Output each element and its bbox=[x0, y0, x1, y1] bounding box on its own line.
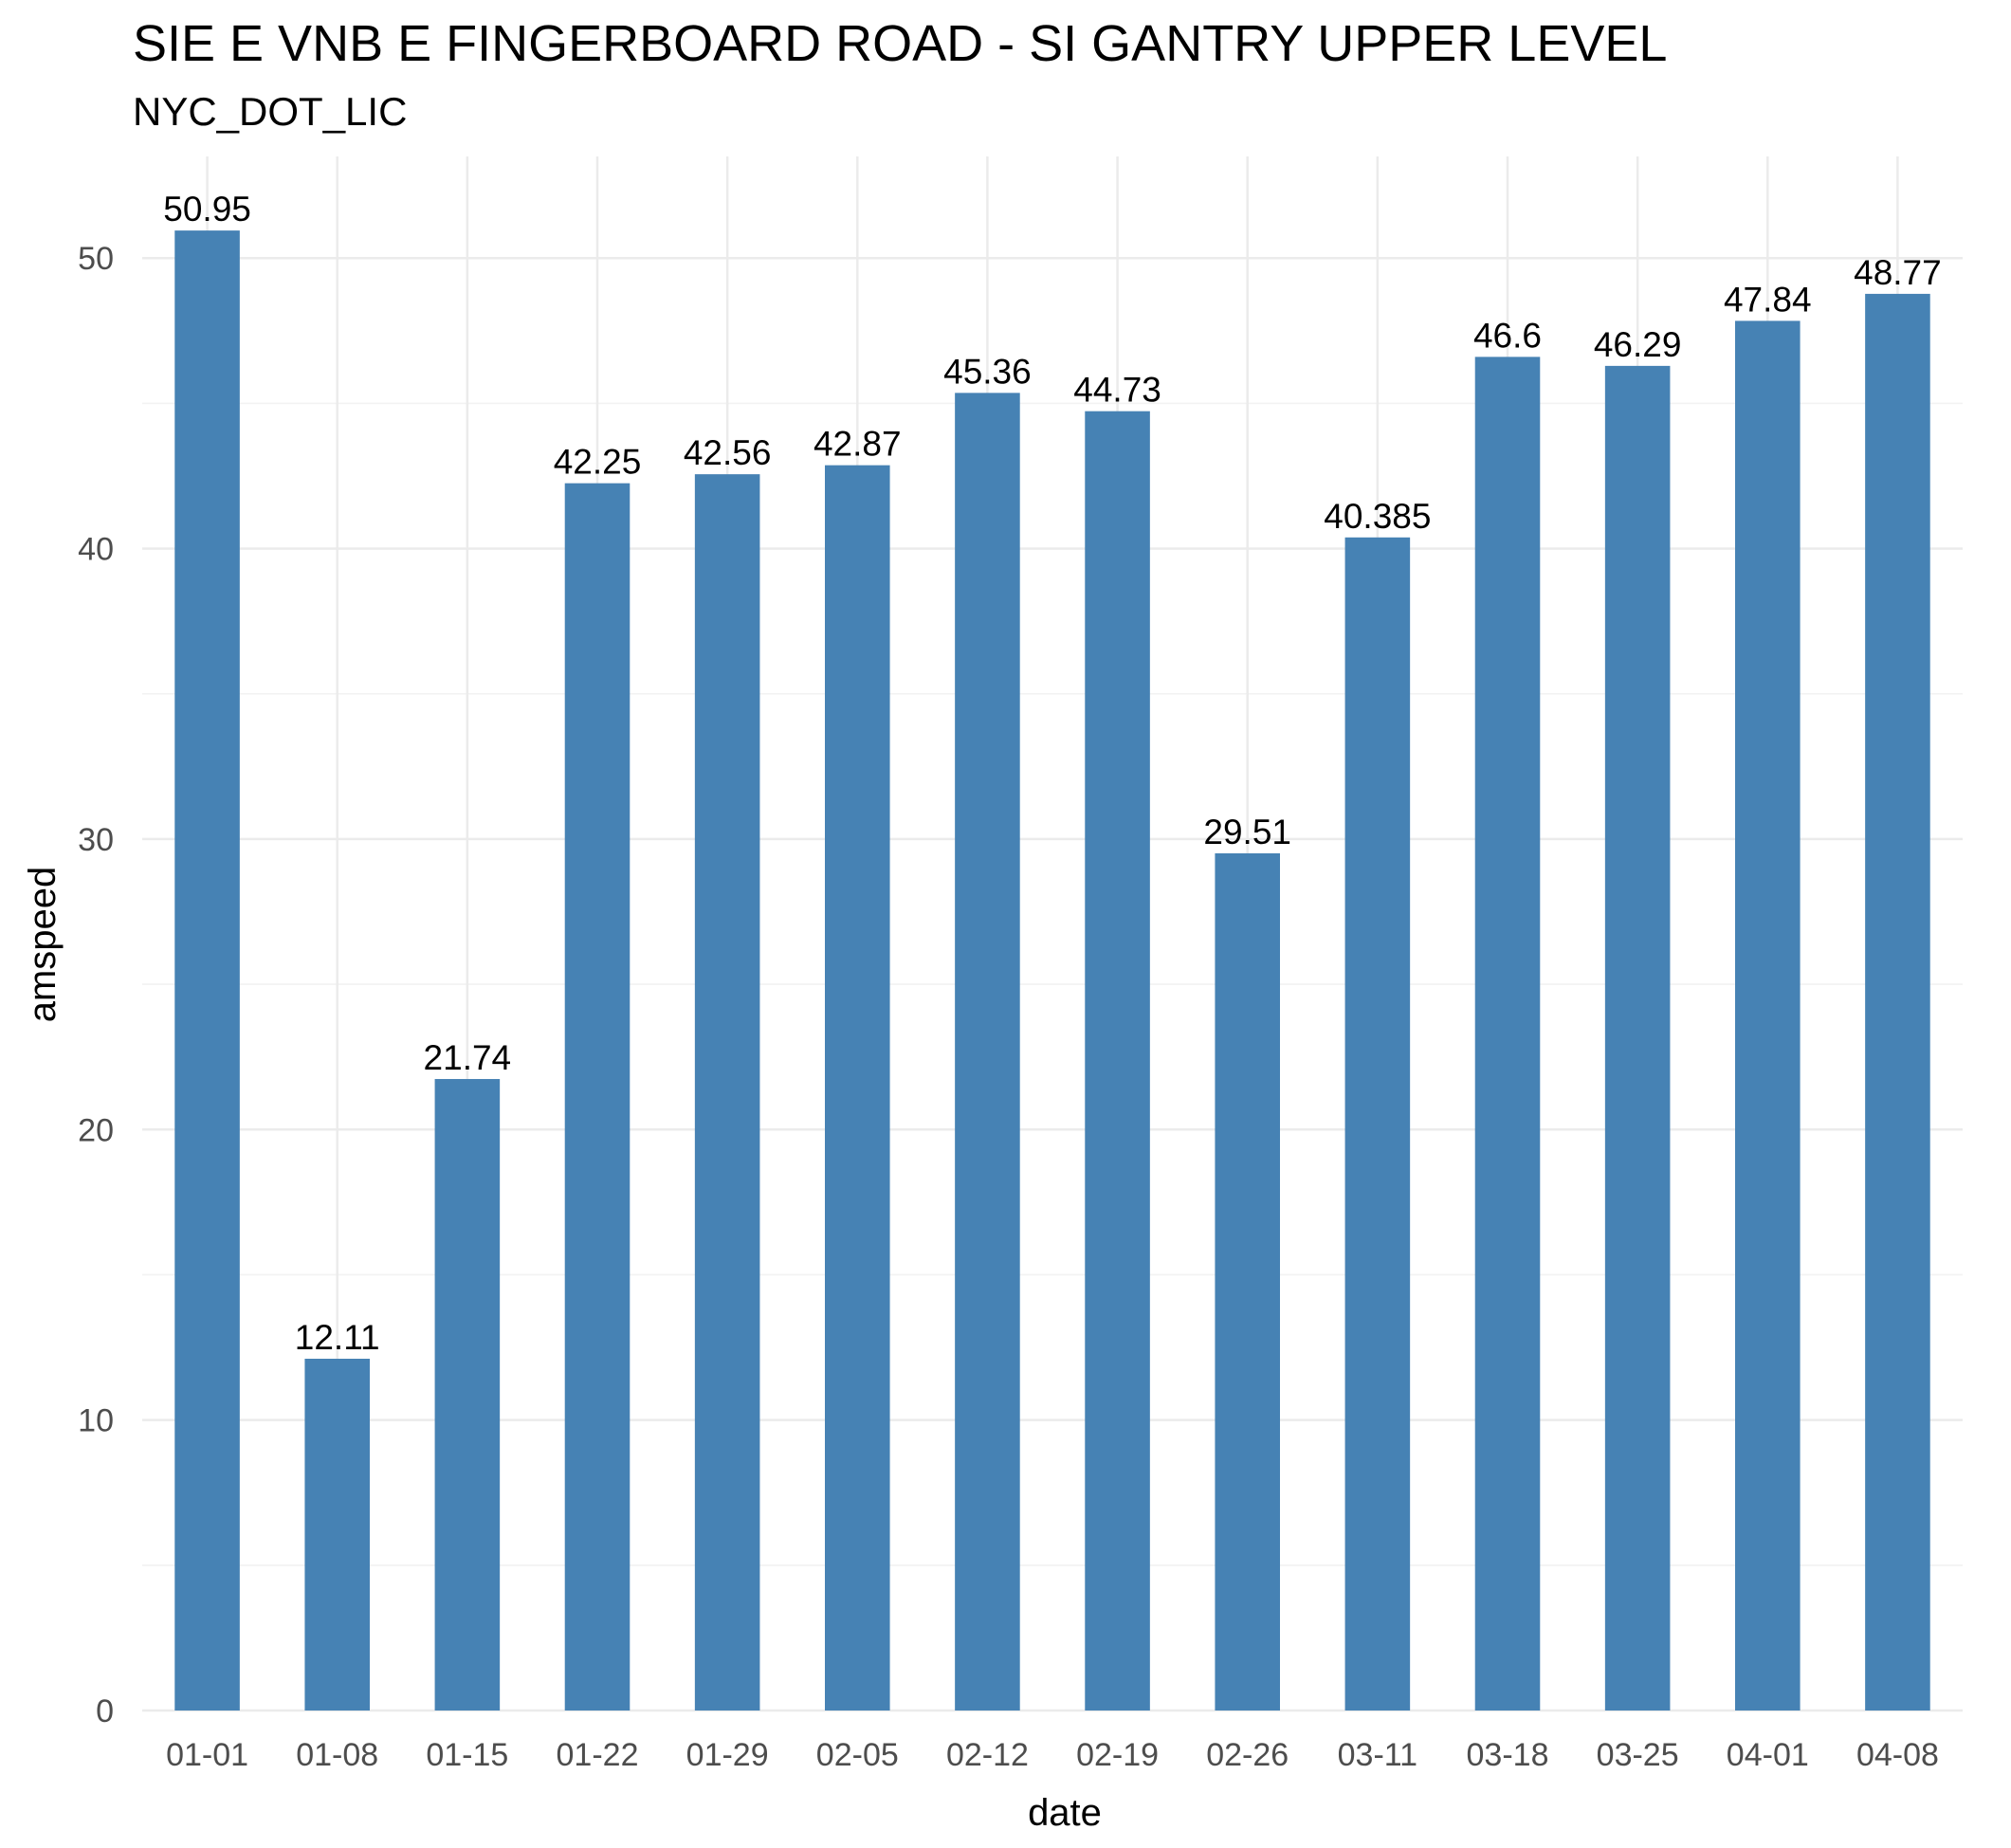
data-label: 50.95 bbox=[163, 190, 251, 229]
x-tick-label: 04-08 bbox=[1856, 1737, 1939, 1773]
bar bbox=[1215, 852, 1280, 1711]
data-label: 40.385 bbox=[1324, 497, 1431, 536]
y-tick-label: 0 bbox=[96, 1693, 114, 1729]
data-label: 12.11 bbox=[295, 1318, 380, 1357]
x-tick-label: 03-25 bbox=[1597, 1737, 1679, 1773]
y-tick-label: 20 bbox=[78, 1112, 114, 1148]
x-tick-label: 01-29 bbox=[686, 1737, 769, 1773]
grid-lines bbox=[142, 156, 1963, 1712]
x-tick-label: 01-08 bbox=[296, 1737, 378, 1773]
data-label: 42.56 bbox=[684, 433, 772, 472]
data-label: 29.51 bbox=[1203, 813, 1291, 851]
data-label: 46.29 bbox=[1594, 325, 1682, 364]
data-label: 45.36 bbox=[943, 352, 1032, 391]
x-tick-label: 01-01 bbox=[166, 1737, 248, 1773]
data-label: 42.25 bbox=[554, 443, 642, 482]
x-tick-label: 04-01 bbox=[1727, 1737, 1809, 1773]
bar bbox=[1085, 411, 1150, 1711]
x-tick-label: 02-12 bbox=[946, 1737, 1029, 1773]
data-label: 21.74 bbox=[424, 1038, 512, 1077]
bar bbox=[1344, 537, 1411, 1711]
x-axis-ticks: 01-01 01-08 01-15 01-22 01-29 02-05 02-12 02-19… bbox=[166, 1737, 1939, 1773]
bar bbox=[1604, 365, 1671, 1711]
x-tick-label: 03-11 bbox=[1338, 1737, 1417, 1773]
x-axis-title: date bbox=[1028, 1792, 1102, 1834]
x-tick-label: 02-05 bbox=[816, 1737, 899, 1773]
bar bbox=[694, 474, 760, 1711]
data-label: 48.77 bbox=[1854, 253, 1942, 292]
data-labels: 50.95 12.11 21.74 42.25 42.56 42.87 45.36 44.73… bbox=[163, 190, 1941, 1357]
bar bbox=[564, 483, 631, 1711]
data-label: 47.84 bbox=[1724, 280, 1812, 319]
y-tick-label: 40 bbox=[78, 532, 114, 568]
bar bbox=[1735, 320, 1801, 1711]
x-tick-label: 03-18 bbox=[1467, 1737, 1549, 1773]
y-tick-label: 30 bbox=[78, 822, 114, 858]
y-tick-label: 50 bbox=[78, 241, 114, 277]
bar bbox=[825, 465, 890, 1711]
chart-subtitle: NYC_DOT_LIC bbox=[133, 89, 407, 134]
bar bbox=[174, 230, 240, 1711]
x-tick-label: 01-15 bbox=[426, 1737, 508, 1773]
bar bbox=[434, 1078, 501, 1711]
bars bbox=[174, 230, 1930, 1711]
y-tick-label: 10 bbox=[78, 1403, 114, 1439]
data-label: 42.87 bbox=[814, 425, 902, 464]
y-axis-ticks: 0 10 20 30 40 50 bbox=[78, 241, 114, 1729]
x-tick-label: 01-22 bbox=[557, 1737, 639, 1773]
data-label: 44.73 bbox=[1073, 371, 1161, 410]
bar bbox=[1865, 293, 1930, 1711]
data-label: 46.6 bbox=[1473, 316, 1542, 355]
chart-title: SIE E VNB E FINGERBOARD ROAD - SI GANTRY… bbox=[133, 15, 1667, 72]
y-axis-title: amspeed bbox=[22, 867, 64, 1023]
bar bbox=[955, 393, 1020, 1711]
x-tick-label: 02-19 bbox=[1076, 1737, 1159, 1773]
x-tick-label: 02-26 bbox=[1206, 1737, 1289, 1773]
bar bbox=[1474, 357, 1541, 1711]
bar bbox=[304, 1359, 370, 1711]
